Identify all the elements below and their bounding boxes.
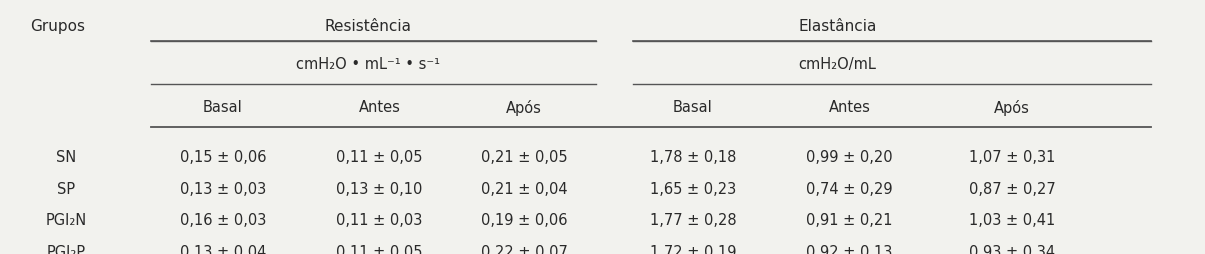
Text: 1,03 ± 0,41: 1,03 ± 0,41 <box>969 213 1056 229</box>
Text: 0,15 ± 0,06: 0,15 ± 0,06 <box>180 150 266 165</box>
Text: PGI₂P: PGI₂P <box>47 245 86 254</box>
Text: Resistência: Resistência <box>324 19 411 34</box>
Text: 0,74 ± 0,29: 0,74 ± 0,29 <box>806 182 893 197</box>
Text: 0,87 ± 0,27: 0,87 ± 0,27 <box>969 182 1056 197</box>
Text: PGI₂N: PGI₂N <box>46 213 87 229</box>
Text: 1,78 ± 0,18: 1,78 ± 0,18 <box>649 150 736 165</box>
Text: 0,21 ± 0,05: 0,21 ± 0,05 <box>481 150 568 165</box>
Text: 1,07 ± 0,31: 1,07 ± 0,31 <box>969 150 1056 165</box>
Text: 1,77 ± 0,28: 1,77 ± 0,28 <box>649 213 736 229</box>
Text: Antes: Antes <box>359 100 400 116</box>
Text: 0,21 ± 0,04: 0,21 ± 0,04 <box>481 182 568 197</box>
Text: 1,72 ± 0,19: 1,72 ± 0,19 <box>649 245 736 254</box>
Text: 1,65 ± 0,23: 1,65 ± 0,23 <box>649 182 736 197</box>
Text: cmH₂O • mL⁻¹ • s⁻¹: cmH₂O • mL⁻¹ • s⁻¹ <box>295 57 440 72</box>
Text: 0,13 ± 0,03: 0,13 ± 0,03 <box>180 182 266 197</box>
Text: Grupos: Grupos <box>30 19 86 34</box>
Text: SP: SP <box>57 182 76 197</box>
Text: 0,91 ± 0,21: 0,91 ± 0,21 <box>806 213 893 229</box>
Text: 0,11 ± 0,03: 0,11 ± 0,03 <box>336 213 423 229</box>
Text: cmH₂O/mL: cmH₂O/mL <box>799 57 876 72</box>
Text: 0,92 ± 0,13: 0,92 ± 0,13 <box>806 245 893 254</box>
Text: 0,11 ± 0,05: 0,11 ± 0,05 <box>336 245 423 254</box>
Text: Basal: Basal <box>674 100 712 116</box>
Text: 0,99 ± 0,20: 0,99 ± 0,20 <box>806 150 893 165</box>
Text: Antes: Antes <box>829 100 870 116</box>
Text: Após: Após <box>506 100 542 116</box>
Text: SN: SN <box>57 150 76 165</box>
Text: 0,22 ± 0,07: 0,22 ± 0,07 <box>481 245 568 254</box>
Text: Após: Após <box>994 100 1030 116</box>
Text: Basal: Basal <box>204 100 242 116</box>
Text: 0,93 ± 0,34: 0,93 ± 0,34 <box>969 245 1056 254</box>
Text: 0,11 ± 0,05: 0,11 ± 0,05 <box>336 150 423 165</box>
Text: 0,16 ± 0,03: 0,16 ± 0,03 <box>180 213 266 229</box>
Text: Elastância: Elastância <box>798 19 877 34</box>
Text: 0,19 ± 0,06: 0,19 ± 0,06 <box>481 213 568 229</box>
Text: 0,13 ± 0,04: 0,13 ± 0,04 <box>180 245 266 254</box>
Text: 0,13 ± 0,10: 0,13 ± 0,10 <box>336 182 423 197</box>
